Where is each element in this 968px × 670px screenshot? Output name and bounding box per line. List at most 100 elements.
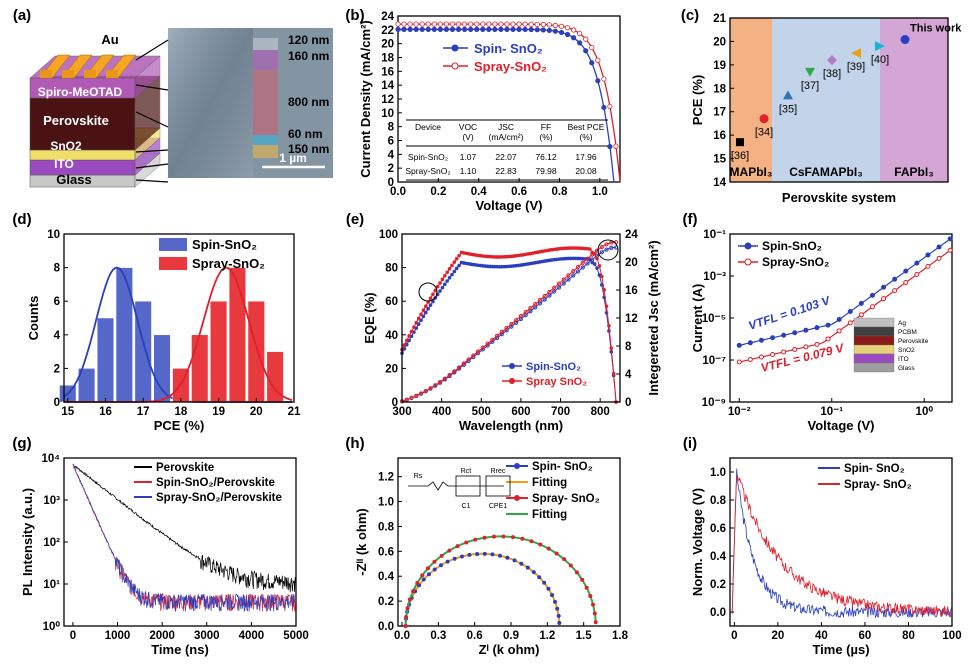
h-xtick-label: 0.0 [394, 630, 410, 642]
e-jsc-marker [599, 245, 604, 250]
h-marker [546, 546, 551, 551]
e-ytick-label: 80 [385, 263, 398, 275]
i-xtick-label: 80 [902, 630, 915, 642]
b-marker [595, 78, 601, 84]
h-circuit-block [485, 475, 511, 497]
d-frame [63, 233, 295, 403]
h-marker [584, 585, 589, 590]
e-eqe-marker [414, 320, 419, 325]
e-jsc-marker [609, 245, 614, 250]
i-legend-label: Spray- SnO₂ [844, 479, 912, 491]
f-marker [747, 357, 753, 363]
c-ytick-label: 20 [713, 36, 726, 48]
e-eqe-marker [450, 263, 454, 268]
h-legend-marker [514, 463, 520, 469]
e-jsc-marker [476, 349, 481, 354]
e-jsc-marker [471, 353, 476, 358]
f-legend-marker [744, 242, 752, 250]
f-marker [747, 340, 753, 346]
b-marker [516, 21, 522, 27]
e-eqe-marker [431, 292, 435, 297]
b-ytick-label: 10 [381, 108, 394, 120]
e-jsc-marker [485, 341, 490, 346]
f-marker [936, 244, 942, 250]
e-legend-label: Spin-SnO₂ [526, 361, 581, 373]
h-legend-label: Fitting [532, 477, 567, 489]
h-ytick-label: 0.0 [378, 621, 394, 633]
b-marker [558, 23, 565, 29]
e-xlabel: Wavelength (nm) [459, 418, 563, 433]
sem-perovskite [253, 70, 278, 135]
b-marker [468, 21, 474, 27]
b-marker [437, 26, 443, 32]
c-point-label: [36] [731, 150, 749, 162]
b-marker [431, 26, 437, 32]
au-label: Au [101, 32, 118, 47]
h-marker [580, 577, 585, 582]
e-eqe-marker [419, 312, 423, 317]
h-ytick-label: 0.4 [378, 571, 395, 583]
au-finger-front [40, 70, 52, 78]
b-marker [528, 26, 534, 33]
b-marker [601, 104, 607, 111]
e-jsc-marker [509, 321, 514, 327]
e-jsc-marker [490, 337, 495, 342]
b-marker [498, 21, 504, 27]
panel-d: (d) Spin-SnO₂ Spray-SnO₂ 15 16 17 18 19 20 21 0 2 4 6… [12, 211, 301, 433]
b-ytick-label: 0 [388, 177, 394, 189]
f-marker [836, 317, 842, 323]
e-jsc-marker [561, 281, 566, 286]
e-jsc-marker [552, 285, 557, 290]
e-jsc-marker [480, 345, 485, 350]
h-xtick-label: 1.8 [612, 630, 629, 642]
i-legend-label: Spin- SnO₂ [844, 463, 905, 475]
e-eqe-marker [423, 304, 428, 308]
f-inset-layer [853, 317, 895, 328]
b-marker [413, 26, 419, 32]
f-marker [936, 255, 942, 261]
e-jsc-marker [585, 256, 590, 261]
f-marker [858, 300, 864, 306]
b-marker [534, 27, 540, 33]
i-series-line [731, 468, 952, 619]
e-jsc-marker [547, 289, 552, 294]
f-inset-layer [853, 353, 895, 364]
e-jsc-marker [590, 252, 595, 257]
b-marker [540, 27, 546, 33]
e-jsc-marker [447, 373, 452, 378]
i-xtick-label: 100 [942, 630, 961, 642]
h-xtick-label: 1.2 [539, 630, 555, 642]
c-ytick-label: 15 [713, 154, 726, 166]
f-legend-label: Spin-SnO₂ [762, 239, 822, 253]
e-ytick-label: 100 [379, 229, 398, 241]
f-marker [736, 342, 742, 348]
h-marker [553, 599, 558, 604]
c-point [736, 138, 744, 147]
f-marker [770, 335, 776, 341]
e-eqe-marker [431, 299, 435, 304]
e-ytick-right-label: 0 [625, 397, 631, 409]
b-table-unit: (mA/cm²) [489, 132, 524, 142]
e-jsc-marker [495, 333, 500, 338]
h-marker [531, 570, 536, 575]
f-inset-layer [853, 362, 895, 373]
d-ytick-label: 8 [54, 263, 61, 275]
e-jsc-marker [571, 273, 576, 278]
e-jsc-marker [556, 281, 562, 286]
h-legend-marker [514, 495, 520, 501]
panel-c-label: (c) [681, 7, 699, 24]
f-marker [847, 308, 853, 314]
b-marker [504, 21, 510, 27]
g-xtick-label: 4000 [239, 630, 265, 642]
h-marker [432, 567, 437, 572]
b-marker [395, 21, 401, 27]
f-inset-layer [853, 335, 895, 346]
h-xtick-label: 0.9 [503, 630, 519, 642]
b-marker [480, 21, 486, 27]
f-marker [914, 271, 920, 277]
h-circuit-block [455, 475, 481, 497]
d-legend-swatch [159, 238, 187, 251]
f-ytick-label: 10⁻⁹ [702, 397, 726, 409]
b-marker [595, 57, 601, 63]
b-marker [437, 21, 443, 27]
